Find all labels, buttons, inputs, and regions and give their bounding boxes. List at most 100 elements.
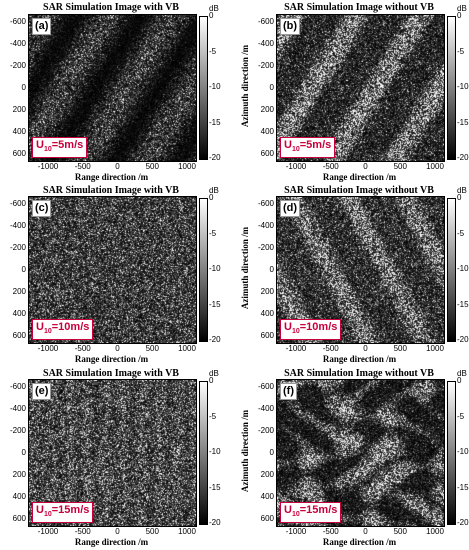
wind-speed-label: U10=15m/s xyxy=(280,501,342,523)
y-tick-label: 600 xyxy=(260,149,274,158)
y-tick-label: 0 xyxy=(269,83,274,92)
x-tick-label: 500 xyxy=(393,344,407,353)
x-tick-label: 0 xyxy=(363,162,368,171)
x-tick-label: 500 xyxy=(145,162,159,171)
y-tick-label: 0 xyxy=(21,83,26,92)
sar-image-canvas xyxy=(29,15,196,161)
wind-speed-label: U10=5m/s xyxy=(280,136,336,158)
x-axis-label: Range direction /m xyxy=(74,172,149,182)
y-tick-label: 200 xyxy=(12,105,26,114)
panel-label: (e) xyxy=(32,383,52,400)
wind-value: =5m/s xyxy=(299,138,332,151)
y-tick-label: -200 xyxy=(9,426,26,435)
wind-subscript: 10 xyxy=(291,146,300,153)
x-tick-label: 1000 xyxy=(426,527,444,536)
colorbar-tick-label: -15 xyxy=(209,117,221,127)
x-tick-label: 1000 xyxy=(178,527,196,536)
x-tick-label: -1000 xyxy=(285,527,307,536)
sar-image-canvas xyxy=(277,197,444,343)
wind-speed-label: U10=5m/s xyxy=(32,136,88,158)
y-tick-label: 0 xyxy=(269,448,274,457)
wind-symbol: U xyxy=(36,503,44,516)
colorbar-tick-label: -10 xyxy=(457,264,469,273)
y-tick-label: -200 xyxy=(9,243,26,252)
wind-speed-label: U10=10m/s xyxy=(280,318,342,340)
colorbar-tick-label: -20 xyxy=(457,518,469,527)
y-axis-label: Azimuth direction /m xyxy=(240,409,250,493)
wind-symbol: U xyxy=(284,138,292,151)
y-tick-label: -600 xyxy=(9,199,26,208)
x-tick-label: -500 xyxy=(74,162,91,171)
y-tick-label: -600 xyxy=(257,382,274,391)
y-tick-label: 200 xyxy=(12,287,26,296)
x-tick-label: 500 xyxy=(145,527,159,536)
wind-subscript: 10 xyxy=(43,146,52,153)
y-tick-label: 400 xyxy=(12,309,26,318)
colorbar-tick-label: -5 xyxy=(209,228,217,238)
panel-title: SAR Simulation Image with VB xyxy=(43,368,179,379)
x-axis-label: Range direction /m xyxy=(74,537,149,547)
colorbar-tick-label: -20 xyxy=(209,518,221,527)
wind-value: =15m/s xyxy=(51,503,90,516)
x-tick-label: 1000 xyxy=(178,162,196,171)
y-tick-label: 400 xyxy=(260,309,274,318)
x-tick-label: 500 xyxy=(393,527,407,536)
colorbar-tick-label: 0 xyxy=(209,376,214,385)
colorbar-tick-label: -10 xyxy=(457,447,469,456)
x-axis-label: Range direction /m xyxy=(74,354,149,364)
x-tick-label: -500 xyxy=(322,344,339,353)
wind-value: =15m/s xyxy=(299,503,338,516)
x-axis-label: Range direction /m xyxy=(322,537,397,547)
x-tick-label: -1000 xyxy=(37,162,59,171)
colorbar-unit: dB xyxy=(209,4,219,13)
y-tick-label: -200 xyxy=(257,61,274,70)
colorbar-unit: dB xyxy=(457,186,467,195)
y-tick-label: 200 xyxy=(260,287,274,296)
panel-title: SAR Simulation Image with VB xyxy=(43,2,179,13)
sar-image-canvas xyxy=(277,15,444,161)
colorbar-tick-label: -10 xyxy=(457,82,469,91)
panel-label: (b) xyxy=(280,18,301,35)
colorbar-tick-label: -5 xyxy=(457,46,465,56)
y-axis-label: Azimuth direction /m xyxy=(0,44,2,128)
wind-symbol: U xyxy=(36,138,44,151)
y-tick-label: -200 xyxy=(257,426,274,435)
colorbar-tick-label: -15 xyxy=(457,299,469,309)
x-tick-label: -1000 xyxy=(37,344,59,353)
panel-label: (f) xyxy=(280,383,297,400)
y-tick-label: 400 xyxy=(260,492,274,501)
colorbar-unit: dB xyxy=(209,186,219,195)
y-tick-label: -600 xyxy=(257,199,274,208)
y-axis-label: Azimuth direction /m xyxy=(240,226,250,310)
x-axis-label: Range direction /m xyxy=(322,172,397,182)
panel-label: (c) xyxy=(32,200,52,217)
wind-value: =10m/s xyxy=(299,320,338,333)
colorbar-tick-label: -20 xyxy=(209,153,221,162)
colorbar xyxy=(447,198,456,342)
y-tick-label: 0 xyxy=(269,265,274,274)
x-tick-label: -1000 xyxy=(37,527,59,536)
colorbar-unit: dB xyxy=(457,369,467,378)
x-tick-label: 0 xyxy=(363,527,368,536)
panel-title: SAR Simulation Image with VB xyxy=(43,185,179,196)
panel-title: SAR Simulation Image without VB xyxy=(284,2,434,13)
wind-value: =5m/s xyxy=(51,138,84,151)
sar-image-canvas xyxy=(29,197,196,343)
y-tick-label: -400 xyxy=(257,404,274,413)
colorbar xyxy=(199,381,208,525)
y-tick-label: -400 xyxy=(9,221,26,230)
x-tick-label: 0 xyxy=(363,344,368,353)
sar-image: (c) U10=10m/s xyxy=(28,196,197,344)
x-tick-label: -500 xyxy=(322,527,339,536)
sar-image-canvas xyxy=(29,380,196,526)
y-tick-label: -400 xyxy=(257,39,274,48)
y-axis-label: Azimuth direction /m xyxy=(240,44,250,128)
y-tick-label: -600 xyxy=(9,17,26,26)
x-tick-label: 1000 xyxy=(426,344,444,353)
x-tick-label: 1000 xyxy=(426,162,444,171)
x-tick-label: 0 xyxy=(115,527,120,536)
sar-image: (f) U10=15m/s xyxy=(276,379,445,527)
panel-title: SAR Simulation Image without VB xyxy=(284,368,434,379)
colorbar-tick-label: 0 xyxy=(457,376,462,385)
wind-subscript: 10 xyxy=(291,511,300,518)
